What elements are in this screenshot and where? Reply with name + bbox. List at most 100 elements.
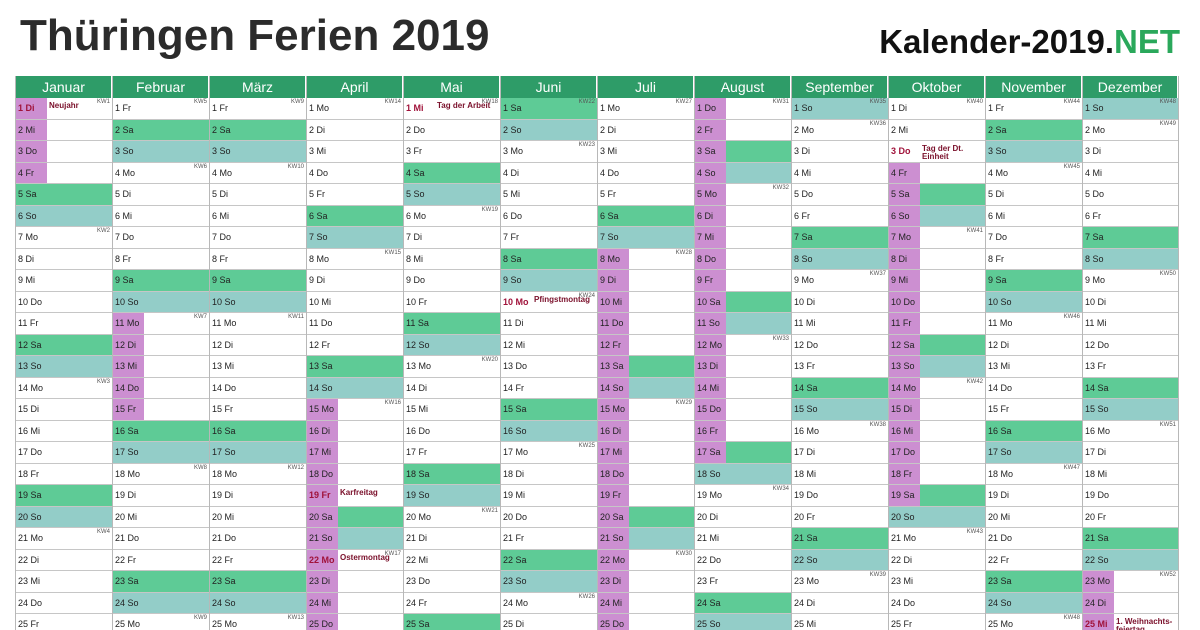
day-note-cell [435,120,500,141]
day-row: 22 Fr [210,550,306,571]
day-label: 13 Mi [988,361,1011,371]
month-column: Februar 1 Fr KW5 2 Sa 3 So 4 Mo KW6 5 Di 6 Mi 7 D… [112,76,209,630]
day-row: 23 Sa [210,571,306,593]
day-note-cell [435,334,500,355]
brand-tld: NET [1114,23,1180,60]
month-column: September 1 So KW35 2 Mo KW36 3 Di 4 Mi 5 Do 6 F… [791,76,888,630]
day-note-cell [1017,420,1082,441]
day-note-cell [47,205,112,226]
day-label: 16 Sa [210,420,241,441]
day-row: 7 Di [404,227,500,249]
day-label: 21 Do [988,533,1013,543]
day-label: 18 Mo [988,468,1014,479]
day-label: 6 Di [695,205,726,226]
day-row: 25 Fr [16,614,112,630]
day-label: 20 Di [697,511,719,522]
day-row: 19 Sa [16,485,112,507]
week-number: KW6 [193,163,207,170]
day-row: 14 So [307,377,403,399]
day-row: 17 Sa [695,442,791,464]
day-row: 7 Sa [792,227,888,249]
day-label: 11 Do [598,313,629,334]
week-number: KW48 [1159,99,1176,105]
day-row: 22 Mi [404,550,500,571]
day-row: 4 Do [598,163,694,184]
week-number: KW27 [675,99,692,105]
day-note-cell [823,507,888,528]
day-label: 18 Fr [18,468,40,479]
day-note-cell [144,356,209,377]
day-row: 23 Di [307,571,403,593]
day-row: 16 Di [307,420,403,442]
day-row: 5 Mi [501,184,597,206]
day-note-cell [144,184,209,205]
day-row: 21 So [598,528,694,550]
day-row: 15 Fr [113,399,209,421]
day-note-cell [629,270,694,291]
day-row: 6 Mi [986,206,1082,227]
day-row: 22 Sa [501,549,597,571]
day-note-cell [920,442,985,463]
day-note-cell [920,421,985,442]
day-note-cell [241,507,306,528]
day-label: 11 So [695,313,726,334]
day-label: 22 Mo [307,549,338,570]
day-label: 3 Mi [600,146,618,156]
day-row: 12 Do [1083,335,1178,356]
week-number: KW49 [1159,120,1176,127]
day-note-cell [726,270,791,291]
day-label: 4 So [695,162,726,183]
day-label: 2 Mo [794,124,815,135]
day-label: 17 Mi [598,442,629,463]
day-row: 7 Mi [695,227,791,249]
day-row: 5 Sa [16,184,112,206]
day-label: 22 Mo [598,549,629,570]
day-note-cell [144,442,209,463]
day-note-cell [823,206,888,227]
week-number: KW48 [1063,615,1080,621]
day-note-cell [629,292,694,313]
day-label: 5 Fr [309,189,326,199]
day-label: 23 Sa [113,571,144,592]
day-note-cell [1114,399,1178,420]
day-row: 5 Do [792,184,888,206]
day-label: 12 Mo [695,334,726,355]
week-number: KW31 [772,99,789,105]
day-label: 2 Sa [986,119,1017,140]
day-label: 8 So [1083,248,1114,269]
day-row: 21 Di [404,528,500,550]
day-note-cell [47,506,112,527]
day-row: 22 So [1083,549,1178,571]
day-label: 20 Mi [212,511,235,522]
day-note-cell [532,420,597,441]
day-note-cell [241,291,306,312]
day-note-cell [726,227,791,248]
week-number: KW45 [1063,163,1080,170]
day-row: 4 Mo KW45 [986,163,1082,184]
day-label: 20 Mo [406,511,432,522]
week-number: KW25 [578,443,595,449]
day-note-cell [241,335,306,356]
day-note-cell [629,227,694,248]
day-label: 10 Do [889,291,920,312]
day-label: 8 Sa [501,248,532,269]
day-note-cell [629,485,694,506]
day-label: 16 Mi [889,420,920,441]
day-row: 22 So [792,549,888,571]
day-label: 17 So [986,442,1017,463]
day-note-cell [532,248,597,269]
day-note-cell [920,184,985,205]
day-note-cell [338,593,403,614]
day-row: 9 So [501,270,597,292]
day-row: 10 Mi [598,291,694,313]
week-number: KW38 [869,421,886,428]
day-row: 4 Fr [889,162,985,184]
day-note-cell [629,614,694,630]
day-label: 20 Sa [307,506,338,527]
week-number: KW11 [288,314,304,320]
day-label: 23 Sa [986,571,1017,592]
day-row: 10 So [210,291,306,313]
day-label: 14 Mi [695,377,726,398]
day-label: 1 Fr [988,103,1005,113]
day-label: 9 Di [598,270,629,291]
